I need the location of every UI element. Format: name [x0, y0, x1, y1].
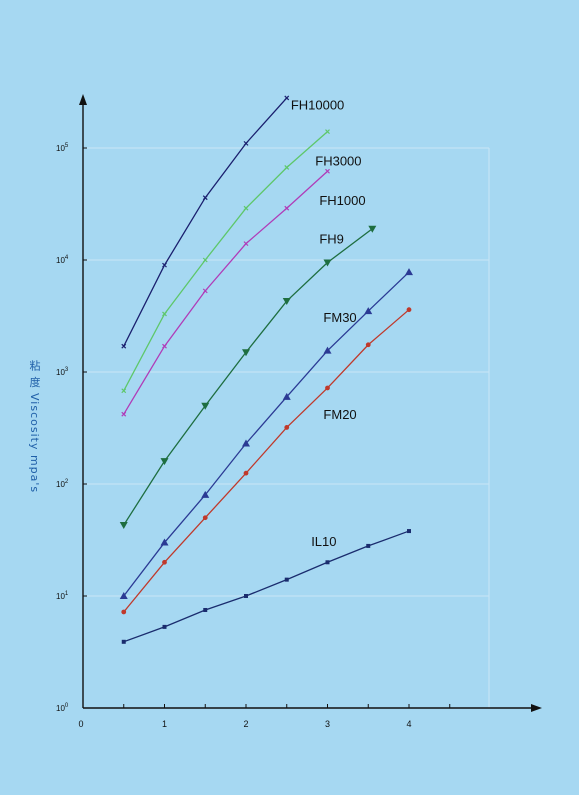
series-label: FH10000 [291, 98, 344, 113]
data-point [202, 288, 208, 294]
data-point [162, 311, 167, 317]
data-point [243, 241, 249, 247]
data-point [121, 639, 126, 644]
data-point [284, 165, 290, 170]
data-point [365, 342, 371, 348]
series-il10: IL10 [121, 529, 411, 644]
x-ticks: 0 1 2 3 4 [78, 704, 451, 729]
series-label: IL10 [311, 534, 336, 549]
series-line [123, 131, 328, 392]
series-line [123, 530, 410, 643]
y-tick-label: 102 [56, 479, 69, 489]
data-point [243, 470, 249, 476]
series-group: FH10000 FH3000 FH1000 FH9 FM30 FM20 IL10 [119, 95, 413, 644]
data-point [325, 385, 330, 391]
data-point [121, 343, 127, 349]
x-tick-label: 1 [162, 719, 167, 729]
data-point [202, 195, 208, 201]
data-point [162, 559, 167, 565]
data-point [243, 140, 249, 146]
series-line [123, 170, 328, 415]
data-point [325, 129, 330, 135]
y-axis-arrow [79, 94, 87, 105]
data-point [407, 529, 411, 534]
data-point [162, 262, 167, 268]
data-point [202, 257, 208, 263]
data-point [284, 205, 290, 211]
data-point [160, 458, 169, 466]
data-point [203, 607, 208, 612]
x-tick-label: 3 [325, 719, 330, 729]
y-tick-label: 100 [56, 703, 69, 713]
data-point [244, 594, 248, 598]
data-point [325, 560, 330, 565]
series-label: FH9 [319, 232, 344, 247]
x-tick-label: 0 [78, 719, 83, 729]
y-tick-label: 101 [56, 591, 69, 601]
series-label: FM30 [323, 310, 356, 325]
data-point [243, 205, 249, 211]
series-fh10000: FH10000 [121, 95, 344, 349]
y-tick-label: 105 [56, 143, 69, 153]
data-point [364, 307, 373, 315]
data-point [284, 95, 290, 101]
data-point [119, 522, 128, 530]
series-label: FH3000 [315, 153, 361, 168]
data-point [282, 392, 291, 400]
data-point [282, 298, 291, 306]
data-point [242, 439, 250, 447]
y-tick-label: 103 [56, 367, 69, 377]
x-axis-arrow [531, 704, 542, 712]
y-axis-label: 粘 度 Viscosity mpa's [28, 360, 41, 494]
data-point [121, 411, 127, 417]
data-point [121, 388, 127, 394]
series-fm30: FM30 [119, 268, 413, 599]
series-line [123, 309, 410, 613]
data-point [242, 349, 250, 357]
data-point [406, 307, 412, 313]
data-point [201, 402, 210, 410]
axes [79, 94, 542, 712]
data-point [284, 425, 290, 430]
data-point [160, 538, 169, 546]
data-point [201, 490, 210, 498]
data-point [162, 624, 167, 629]
data-point [284, 577, 289, 582]
data-point [405, 268, 413, 276]
data-point [325, 168, 330, 174]
series-fh3000: FH3000 [121, 129, 362, 394]
y-ticks: 100 101 102 103 104 105 [56, 143, 87, 713]
x-tick-label: 2 [243, 719, 248, 729]
data-point [323, 346, 332, 354]
data-point [202, 515, 208, 521]
series-label: FM20 [323, 407, 356, 422]
series-label: FH1000 [319, 193, 365, 208]
data-point [162, 343, 167, 349]
series-fm20: FM20 [121, 307, 412, 615]
series-fh1000: FH1000 [121, 168, 366, 417]
data-point [368, 225, 377, 233]
data-point [366, 543, 371, 548]
data-point [119, 592, 128, 599]
x-tick-label: 4 [406, 719, 411, 729]
data-point [323, 259, 332, 267]
y-tick-label: 104 [56, 255, 69, 265]
series-fh9: FH9 [119, 225, 377, 530]
data-point [121, 609, 127, 615]
series-line [123, 271, 410, 597]
